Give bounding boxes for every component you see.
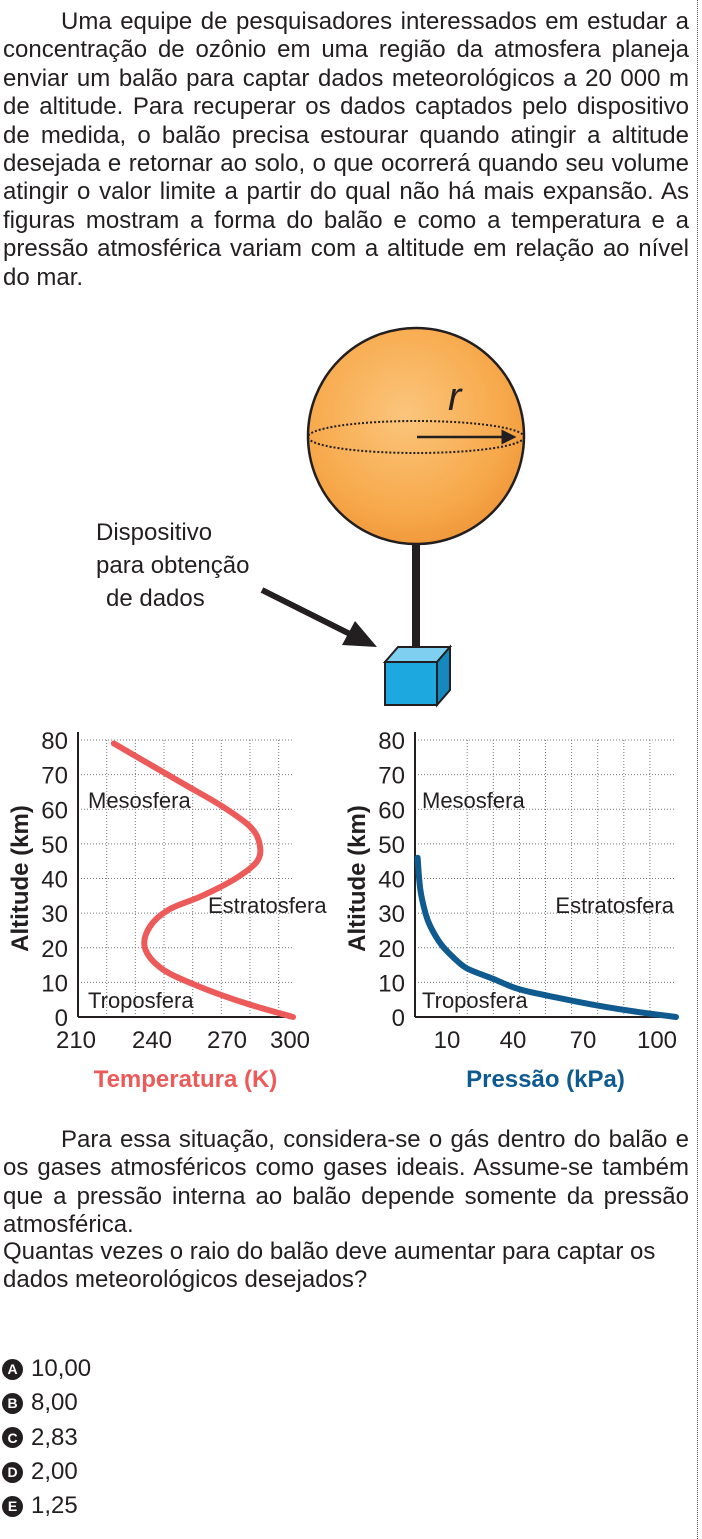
- option-d-badge: D: [2, 1461, 23, 1483]
- y-tick-label: 50: [41, 832, 68, 859]
- series-line: [414, 854, 679, 1020]
- intro-paragraph: Uma equipe de pesquisadores interessados…: [3, 8, 689, 292]
- option-b-text: 8,00: [31, 1389, 78, 1417]
- x-tick-label: 270: [207, 1027, 247, 1054]
- context-paragraph: Para essa situação, considera-se o gás d…: [3, 1126, 689, 1240]
- x-tick-label: 70: [570, 1027, 597, 1054]
- temperature-chart: 0 10 20 30 40 50 60 70 80 210 240 270 300 Mesosfera Es…: [7, 728, 327, 1093]
- option-e[interactable]: E 1,25: [2, 1489, 91, 1523]
- x-tick-label: 240: [132, 1027, 172, 1054]
- layer-label: Mesosfera: [88, 788, 191, 813]
- y-axis-title: Altitude (km): [7, 805, 34, 952]
- option-a-badge: A: [2, 1358, 23, 1380]
- y-tick-label: 10: [378, 970, 405, 997]
- y-tick-label: 60: [378, 797, 405, 824]
- layer-label: Troposfera: [88, 988, 194, 1013]
- column-divider: [697, 0, 698, 1539]
- y-tick-label: 20: [41, 936, 68, 963]
- x-axis-title: Temperatura (K): [94, 1066, 278, 1093]
- radius-label: r: [448, 375, 463, 419]
- figure: r Dispositivo para obtenção de dados 0 10…: [7, 326, 679, 1093]
- x-tick-label: 300: [270, 1027, 310, 1054]
- x-tick-label: 10: [434, 1027, 461, 1054]
- y-tick-label: 70: [41, 763, 68, 790]
- series-line: [110, 740, 296, 1020]
- y-tick-label: 10: [41, 970, 68, 997]
- device-pointer-line: [260, 587, 352, 637]
- layer-label: Troposfera: [422, 988, 528, 1013]
- device-cube: [382, 644, 453, 708]
- y-axis-title: Altitude (km): [344, 805, 371, 952]
- option-c[interactable]: C 2,83: [2, 1421, 91, 1455]
- context-text: Para essa situação, considera-se o gás d…: [3, 1126, 689, 1239]
- y-tick-label: 30: [41, 901, 68, 928]
- y-tick-label: 20: [378, 936, 405, 963]
- x-tick-label: 40: [500, 1027, 527, 1054]
- y-tick-label: 80: [378, 728, 405, 755]
- y-tick-label: 30: [378, 901, 405, 928]
- option-c-text: 2,83: [31, 1423, 78, 1451]
- y-tick-label: 50: [378, 832, 405, 859]
- device-label-line2: para obtenção: [96, 552, 249, 579]
- x-tick-label: 100: [637, 1027, 677, 1054]
- balloon: r: [306, 326, 526, 546]
- option-e-text: 1,25: [31, 1492, 78, 1520]
- device-label-line3: de dados: [106, 585, 205, 612]
- layer-label: Mesosfera: [422, 788, 525, 813]
- option-b[interactable]: B 8,00: [2, 1386, 91, 1420]
- option-c-badge: C: [2, 1427, 23, 1449]
- option-e-badge: E: [2, 1495, 23, 1517]
- y-tick-label: 40: [41, 867, 68, 894]
- option-d[interactable]: D 2,00: [2, 1455, 91, 1489]
- x-tick-label: 210: [56, 1027, 96, 1054]
- y-tick-label: 70: [378, 763, 405, 790]
- y-tick-label: 60: [41, 797, 68, 824]
- y-tick-label: 40: [378, 867, 405, 894]
- y-tick-label: 0: [392, 1005, 405, 1032]
- pressure-chart: 0 10 20 30 40 50 60 70 80 10 40 70 100 Mesosfera Estra…: [344, 728, 679, 1093]
- option-b-badge: B: [2, 1392, 23, 1414]
- x-axis-title: Pressão (kPa): [466, 1066, 625, 1093]
- intro-text: Uma equipe de pesquisadores interessados…: [3, 8, 689, 291]
- device-label-line1: Dispositivo: [96, 519, 212, 546]
- layer-label: Estratosfera: [208, 893, 327, 918]
- option-a-text: 10,00: [31, 1355, 92, 1383]
- y-tick-label: 0: [55, 1005, 68, 1032]
- option-d-text: 2,00: [31, 1458, 78, 1486]
- device-pointer-arrowhead: [342, 621, 377, 647]
- y-tick-label: 80: [41, 728, 68, 755]
- question-text: Quantas vezes o raio do balão deve aumen…: [3, 1238, 656, 1294]
- option-a[interactable]: A 10,00: [2, 1352, 91, 1386]
- answer-options: A 10,00 B 8,00 C 2,83 D 2,00 E 1,25: [2, 1352, 91, 1523]
- layer-label: Estratosfera: [555, 893, 674, 918]
